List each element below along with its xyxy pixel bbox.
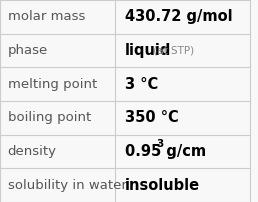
Text: solubility in water: solubility in water [7, 179, 126, 192]
Text: phase: phase [7, 44, 48, 57]
Text: 3 °C: 3 °C [125, 77, 158, 92]
Text: (at STP): (at STP) [150, 45, 194, 56]
Text: 350 °C: 350 °C [125, 110, 179, 125]
Text: molar mass: molar mass [7, 10, 85, 23]
Text: density: density [7, 145, 57, 158]
Text: insoluble: insoluble [125, 178, 200, 193]
Text: 430.72 g/mol: 430.72 g/mol [125, 9, 233, 24]
Text: liquid: liquid [125, 43, 172, 58]
Text: 0.95 g/cm: 0.95 g/cm [125, 144, 206, 159]
Text: melting point: melting point [7, 78, 97, 91]
Text: boiling point: boiling point [7, 111, 91, 124]
Text: 3: 3 [156, 139, 163, 149]
